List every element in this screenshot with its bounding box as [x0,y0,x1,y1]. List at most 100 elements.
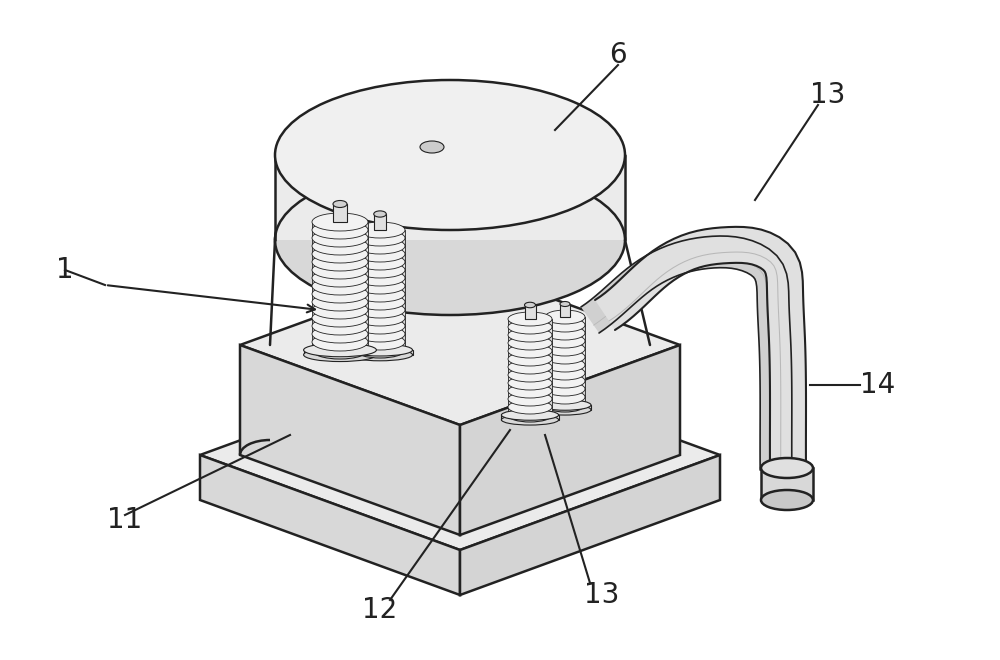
Ellipse shape [508,360,552,374]
Ellipse shape [545,342,585,356]
Polygon shape [355,286,405,294]
Ellipse shape [312,229,368,247]
Polygon shape [545,389,585,397]
Polygon shape [355,334,405,342]
Polygon shape [200,455,460,595]
Polygon shape [355,238,405,246]
Ellipse shape [560,302,570,306]
Polygon shape [312,318,368,326]
Ellipse shape [355,342,405,358]
Polygon shape [355,278,405,286]
Polygon shape [545,317,585,325]
Polygon shape [312,334,368,342]
Polygon shape [355,262,405,270]
Polygon shape [545,341,585,349]
Ellipse shape [355,286,405,302]
Polygon shape [508,327,552,335]
Polygon shape [355,342,405,350]
Ellipse shape [501,410,559,420]
Polygon shape [312,254,368,262]
Polygon shape [312,342,368,350]
Polygon shape [312,286,368,294]
Polygon shape [508,407,552,415]
Text: 11: 11 [107,506,143,534]
Polygon shape [355,310,405,318]
Text: 14: 14 [860,371,896,399]
Ellipse shape [524,302,536,308]
Ellipse shape [501,414,559,425]
Polygon shape [348,350,413,355]
Ellipse shape [355,270,405,286]
Ellipse shape [508,384,552,398]
Polygon shape [508,399,552,407]
Polygon shape [545,397,585,405]
Ellipse shape [508,344,552,358]
Polygon shape [312,262,368,270]
Ellipse shape [545,398,585,412]
Ellipse shape [545,374,585,388]
Ellipse shape [508,320,552,334]
Ellipse shape [508,312,552,326]
Polygon shape [508,359,552,367]
Ellipse shape [355,326,405,342]
Polygon shape [508,367,552,375]
Polygon shape [508,391,552,399]
Ellipse shape [545,326,585,340]
Ellipse shape [312,285,368,303]
Ellipse shape [508,352,552,366]
Polygon shape [524,305,536,319]
Ellipse shape [355,254,405,270]
Polygon shape [355,246,405,254]
Ellipse shape [355,238,405,254]
Ellipse shape [312,333,368,351]
Ellipse shape [312,277,368,295]
Polygon shape [545,365,585,373]
Ellipse shape [355,222,405,238]
Ellipse shape [275,165,625,315]
Ellipse shape [539,400,591,411]
Polygon shape [545,333,585,341]
Polygon shape [501,415,559,420]
Ellipse shape [275,80,625,230]
Ellipse shape [312,261,368,279]
Ellipse shape [304,348,376,362]
Ellipse shape [761,458,813,478]
Ellipse shape [304,343,376,357]
Polygon shape [200,360,720,550]
Ellipse shape [539,405,591,415]
Polygon shape [508,319,552,327]
Polygon shape [508,351,552,359]
Polygon shape [312,302,368,310]
Ellipse shape [355,318,405,334]
Ellipse shape [355,310,405,326]
Ellipse shape [312,237,368,255]
Polygon shape [240,265,680,425]
Polygon shape [312,270,368,278]
Polygon shape [545,349,585,357]
Polygon shape [312,294,368,302]
Polygon shape [761,468,813,500]
Polygon shape [545,357,585,365]
Ellipse shape [508,368,552,382]
Ellipse shape [761,490,813,510]
Ellipse shape [355,294,405,310]
Polygon shape [355,254,405,262]
Polygon shape [312,310,368,318]
Polygon shape [374,214,386,230]
Text: 13: 13 [584,581,620,609]
Polygon shape [460,455,720,595]
Ellipse shape [312,309,368,327]
Ellipse shape [508,400,552,414]
Polygon shape [312,230,368,238]
Ellipse shape [355,262,405,278]
Polygon shape [460,345,680,535]
Ellipse shape [355,230,405,246]
Ellipse shape [312,221,368,239]
Polygon shape [355,230,405,238]
Ellipse shape [312,293,368,311]
Polygon shape [312,246,368,254]
Polygon shape [312,238,368,246]
Ellipse shape [508,392,552,406]
Text: 6: 6 [609,41,627,69]
Polygon shape [508,343,552,351]
